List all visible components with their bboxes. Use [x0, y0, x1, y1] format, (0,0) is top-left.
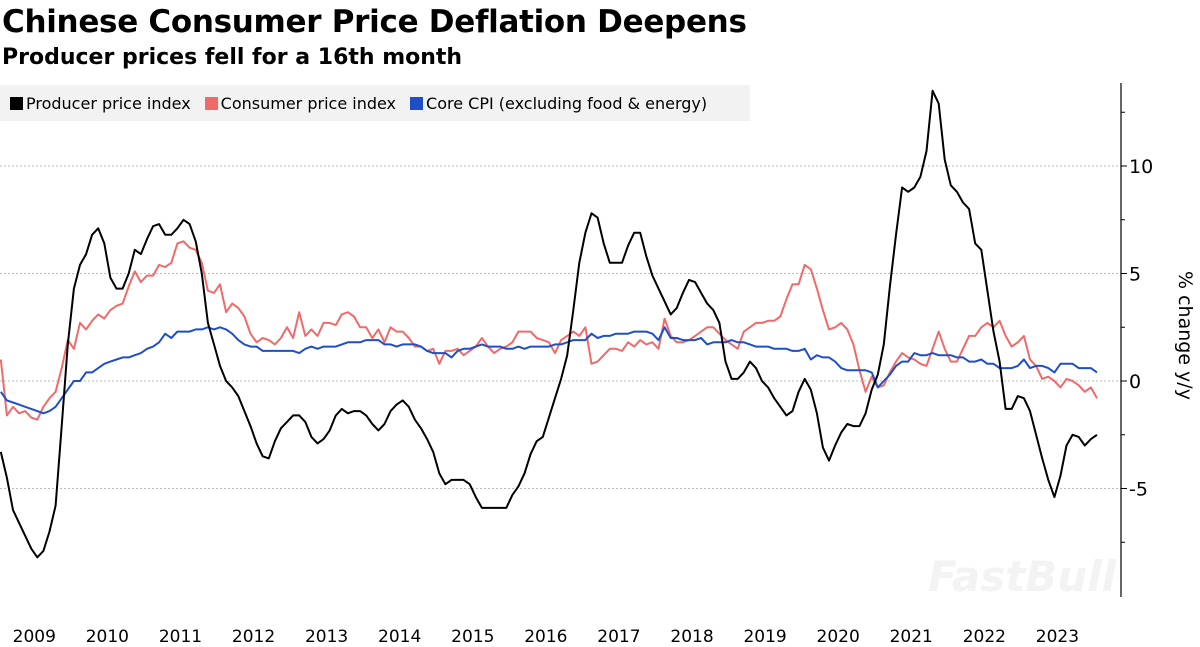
core-cpi-line: [0, 326, 1098, 415]
x-tick-label: 2019: [743, 627, 786, 647]
watermark: FastBull: [928, 552, 1116, 601]
legend-label-ppi: Producer price index: [26, 93, 191, 113]
chart-subtitle: Producer prices fell for a 16th month: [2, 45, 463, 70]
legend-swatch-ppi: [10, 96, 23, 110]
x-tick-label: 2011: [159, 627, 202, 647]
x-tick-label: 2018: [670, 627, 713, 647]
y-tick-label: 5: [1129, 264, 1141, 286]
x-tick-label: 2021: [890, 627, 933, 647]
x-tick-label: 2012: [232, 627, 275, 647]
legend-item-core-cpi: Core CPI (excluding food & energy): [410, 94, 707, 113]
y-tick-label: 0: [1129, 371, 1141, 393]
y-tick-label: -5: [1129, 479, 1148, 501]
legend-label-cpi: Consumer price index: [220, 93, 397, 113]
x-tick-label: 2013: [305, 627, 348, 647]
x-tick-label: 2022: [963, 627, 1006, 647]
x-tick-label: 2015: [451, 627, 494, 647]
legend-label-core-cpi: Core CPI (excluding food & energy): [426, 93, 708, 113]
x-tick-label: 2017: [597, 627, 640, 647]
x-tick-label: 2016: [524, 627, 567, 647]
legend-swatch-cpi: [204, 96, 218, 110]
x-tick-label: 2009: [13, 627, 56, 647]
cpi-line: [0, 240, 1098, 421]
legend-item-ppi: Producer price index: [10, 94, 191, 113]
x-tick-label: 2010: [86, 627, 129, 647]
x-tick-label: 2014: [378, 627, 421, 647]
legend-item-cpi: Consumer price index: [204, 93, 397, 113]
legend: Producer price index Consumer price inde…: [0, 85, 750, 121]
x-tick-label: 2023: [1036, 627, 1079, 647]
chart-title: Chinese Consumer Price Deflation Deepens: [2, 4, 747, 40]
x-tick-label: 2020: [817, 627, 860, 647]
y-tick-label: 10: [1129, 156, 1153, 178]
legend-swatch-core-cpi: [410, 96, 424, 110]
ppi-line: [0, 89, 1098, 559]
y-axis-label: % change y/y: [1174, 271, 1196, 400]
